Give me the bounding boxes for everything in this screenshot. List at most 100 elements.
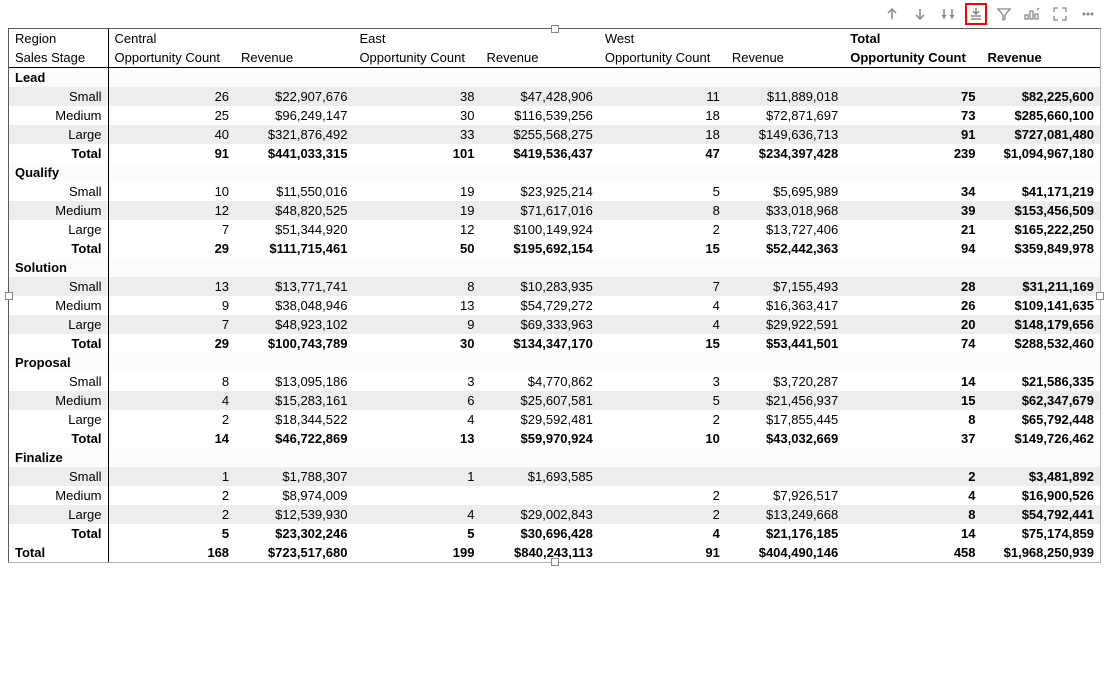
resize-handle-w[interactable] (5, 292, 13, 300)
cell-rev: $13,095,186 (235, 372, 353, 391)
cell-opp: 4 (108, 391, 235, 410)
row-label: Medium (9, 201, 108, 220)
cell-rev: $111,715,461 (235, 239, 353, 258)
table-row[interactable]: Small26$22,907,67638$47,428,90611$11,889… (9, 87, 1100, 106)
cell-rev: $321,876,492 (235, 125, 353, 144)
subtotal-proposal[interactable]: Total14$46,722,86913$59,970,92410$43,032… (9, 429, 1100, 448)
row-label: Medium (9, 486, 108, 505)
cell-opp: 12 (108, 201, 235, 220)
drill-toggle-icon[interactable] (937, 3, 959, 25)
col-group-total[interactable]: Total (844, 29, 1100, 48)
measure-opp-central[interactable]: Opportunity Count (108, 48, 235, 68)
row-field-1[interactable]: Region (9, 29, 108, 48)
cell-rev: $29,922,591 (726, 315, 844, 334)
cell-opp: 5 (599, 182, 726, 201)
table-row[interactable]: Medium25$96,249,14730$116,539,25618$72,8… (9, 106, 1100, 125)
measure-rev-west[interactable]: Revenue (726, 48, 844, 68)
cell-rev: $52,442,363 (726, 239, 844, 258)
cell-opp: 12 (353, 220, 480, 239)
cell-rev: $21,586,335 (982, 372, 1100, 391)
table-row[interactable]: Medium12$48,820,52519$71,617,0168$33,018… (9, 201, 1100, 220)
table-row[interactable]: Small8$13,095,1863$4,770,8623$3,720,2871… (9, 372, 1100, 391)
cell-rev (726, 467, 844, 486)
measure-rev-central[interactable]: Revenue (235, 48, 353, 68)
cell-opp: 239 (844, 144, 981, 163)
cell-rev: $1,693,585 (480, 467, 598, 486)
row-label: Small (9, 277, 108, 296)
cell-rev: $41,171,219 (982, 182, 1100, 201)
col-group-central[interactable]: Central (108, 29, 353, 48)
measure-opp-east[interactable]: Opportunity Count (353, 48, 480, 68)
cell-opp: 5 (108, 524, 235, 543)
row-label: Large (9, 220, 108, 239)
drill-down-level-icon[interactable] (965, 3, 987, 25)
more-icon[interactable] (1077, 3, 1099, 25)
cell-opp (353, 486, 480, 505)
col-group-west[interactable]: West (599, 29, 844, 48)
cell-rev: $11,550,016 (235, 182, 353, 201)
focus-mode-icon[interactable] (1049, 3, 1071, 25)
cell-rev: $15,283,161 (235, 391, 353, 410)
cell-opp: 4 (353, 505, 480, 524)
subtotal-solution[interactable]: Total29$100,743,78930$134,347,17015$53,4… (9, 334, 1100, 353)
cell-rev: $29,002,843 (480, 505, 598, 524)
cell-opp: 19 (353, 201, 480, 220)
table-row[interactable]: Small10$11,550,01619$23,925,2145$5,695,9… (9, 182, 1100, 201)
cell-rev: $22,907,676 (235, 87, 353, 106)
col-group-east[interactable]: East (353, 29, 598, 48)
stage-header-lead[interactable]: Lead (9, 68, 1100, 88)
row-label: Large (9, 315, 108, 334)
cell-opp: 8 (353, 277, 480, 296)
stage-header-qualify[interactable]: Qualify (9, 163, 1100, 182)
row-field-2[interactable]: Sales Stage (9, 48, 108, 68)
cell-rev: $54,792,441 (982, 505, 1100, 524)
table-row[interactable]: Large2$12,539,9304$29,002,8432$13,249,66… (9, 505, 1100, 524)
cell-opp: 39 (844, 201, 981, 220)
table-row[interactable]: Large2$18,344,5224$29,592,4812$17,855,44… (9, 410, 1100, 429)
table-row[interactable]: Large7$51,344,92012$100,149,9242$13,727,… (9, 220, 1100, 239)
table-row[interactable]: Small13$13,771,7418$10,283,9357$7,155,49… (9, 277, 1100, 296)
table-row[interactable]: Medium9$38,048,94613$54,729,2724$16,363,… (9, 296, 1100, 315)
table-row[interactable]: Medium2$8,974,0092$7,926,5174$16,900,526 (9, 486, 1100, 505)
cell-opp: 29 (108, 239, 235, 258)
table-row[interactable]: Large7$48,923,1029$69,333,9634$29,922,59… (9, 315, 1100, 334)
subtotal-qualify[interactable]: Total29$111,715,46150$195,692,15415$52,4… (9, 239, 1100, 258)
arrow-down-icon[interactable] (909, 3, 931, 25)
filter-icon[interactable] (993, 3, 1015, 25)
stage-header-proposal[interactable]: Proposal (9, 353, 1100, 372)
cell-rev: $30,696,428 (480, 524, 598, 543)
measure-opp-total[interactable]: Opportunity Count (844, 48, 981, 68)
table-row[interactable]: Large40$321,876,49233$255,568,27518$149,… (9, 125, 1100, 144)
table-row[interactable]: Small1$1,788,3071$1,693,5852$3,481,892 (9, 467, 1100, 486)
measure-rev-total[interactable]: Revenue (982, 48, 1100, 68)
table-row[interactable]: Medium4$15,283,1616$25,607,5815$21,456,9… (9, 391, 1100, 410)
cell-opp: 34 (844, 182, 981, 201)
cell-rev: $25,607,581 (480, 391, 598, 410)
spotlight-icon[interactable] (1021, 3, 1043, 25)
matrix-visual[interactable]: RegionCentralEastWestTotalSales StageOpp… (8, 28, 1101, 563)
cell-rev: $1,968,250,939 (982, 543, 1100, 562)
cell-opp: 4 (844, 486, 981, 505)
arrow-up-icon[interactable] (881, 3, 903, 25)
subtotal-lead[interactable]: Total91$441,033,315101$419,536,43747$234… (9, 144, 1100, 163)
cell-rev: $48,923,102 (235, 315, 353, 334)
cell-opp: 50 (353, 239, 480, 258)
resize-handle-s[interactable] (551, 558, 559, 566)
cell-rev: $234,397,428 (726, 144, 844, 163)
row-label: Small (9, 182, 108, 201)
subtotal-finalize[interactable]: Total5$23,302,2465$30,696,4284$21,176,18… (9, 524, 1100, 543)
stage-header-finalize[interactable]: Finalize (9, 448, 1100, 467)
cell-rev: $38,048,946 (235, 296, 353, 315)
resize-handle-n[interactable] (551, 25, 559, 33)
cell-opp: 11 (599, 87, 726, 106)
cell-rev: $134,347,170 (480, 334, 598, 353)
row-label: Small (9, 372, 108, 391)
cell-rev: $23,925,214 (480, 182, 598, 201)
measure-rev-east[interactable]: Revenue (480, 48, 598, 68)
resize-handle-e[interactable] (1096, 292, 1104, 300)
stage-header-solution[interactable]: Solution (9, 258, 1100, 277)
cell-opp: 10 (108, 182, 235, 201)
cell-opp: 15 (844, 391, 981, 410)
measure-opp-west[interactable]: Opportunity Count (599, 48, 726, 68)
cell-opp: 74 (844, 334, 981, 353)
